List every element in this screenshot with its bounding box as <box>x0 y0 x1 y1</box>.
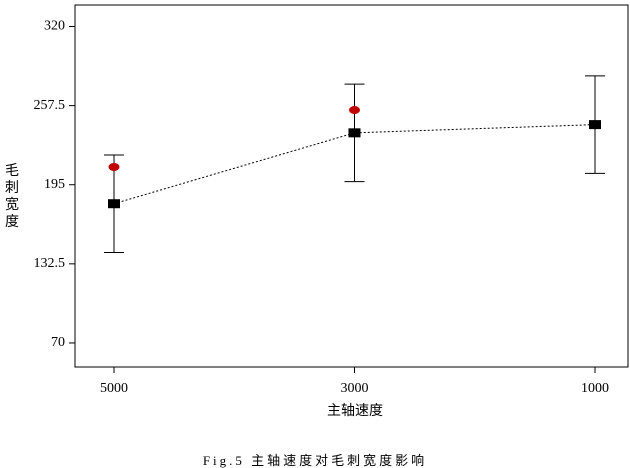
y-tick-label: 132.5 <box>34 256 66 271</box>
x-axis-label: 主轴速度 <box>327 404 383 419</box>
x-tick-label: 1000 <box>581 381 609 396</box>
point <box>349 106 360 115</box>
y-tick-label: 320 <box>44 19 65 34</box>
mean-marker <box>108 199 120 209</box>
y-tick-label: 70 <box>51 335 65 350</box>
x-tick-label: 3000 <box>341 381 369 396</box>
mean-marker <box>589 120 601 130</box>
x-tick-label: 5000 <box>100 381 128 396</box>
plot-frame <box>74 4 629 368</box>
y-tick-label: 195 <box>44 177 65 192</box>
y-axis-label: 毛刺宽度 <box>5 164 19 230</box>
y-tick-label: 257.5 <box>34 98 66 113</box>
point <box>108 163 120 172</box>
caption: Fig.5 主轴速度对毛刺宽度影响 <box>202 453 428 468</box>
mean-marker <box>348 128 361 138</box>
